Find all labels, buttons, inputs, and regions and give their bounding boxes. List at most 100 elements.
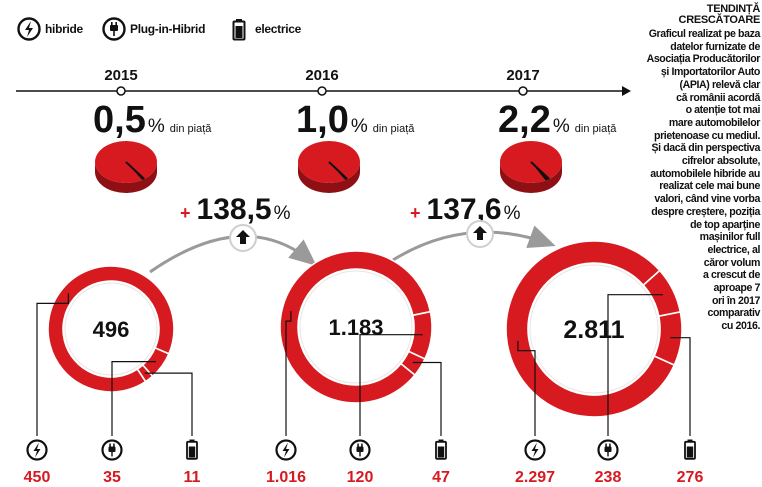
lightning-icon-bolt xyxy=(282,442,290,458)
sidebar-text-line: o atenție tot mai xyxy=(685,104,761,117)
plug-icon-cord xyxy=(607,452,609,457)
sidebar-text-line: realizat cele mai bune xyxy=(659,180,760,193)
legend-plugin: Plug-in-Hibrid xyxy=(101,14,205,44)
battery-icon xyxy=(232,19,246,41)
plug-icon xyxy=(102,17,126,41)
sidebar-text-line: căror volum xyxy=(703,256,761,269)
plug-icon-pin xyxy=(113,443,115,447)
sidebar-text-line: de top aparține xyxy=(690,218,760,231)
donut-segment xyxy=(279,250,432,404)
donut-segment xyxy=(47,265,175,393)
pie-slice-edge xyxy=(125,161,145,180)
pie-side xyxy=(298,162,360,193)
plug-icon-pin xyxy=(357,443,359,447)
battery-icon-charge xyxy=(686,446,694,458)
plug-icon-ring xyxy=(101,439,123,461)
pie-slice-edge xyxy=(530,161,550,180)
donut-center xyxy=(64,282,158,376)
sidebar-text-line: datelor furnizate de xyxy=(670,40,760,53)
battery-icon-case xyxy=(186,440,198,460)
market-share-label: 2,2% din piață xyxy=(498,99,617,141)
lightning-icon-ring xyxy=(275,439,297,461)
leader-line xyxy=(111,361,156,436)
sidebar-text-line: valori, când vine vorba xyxy=(654,193,760,206)
sidebar-text-line: (APIA) relevă clar xyxy=(679,78,760,91)
plug-icon-cord xyxy=(111,452,113,457)
battery-icon xyxy=(186,439,198,460)
sidebar-title-line: CRESCĂTOARE xyxy=(678,14,761,26)
year-label: 2017 xyxy=(506,67,539,84)
donut-total-label: 496 xyxy=(93,317,130,342)
plug-icon-pin xyxy=(109,443,111,447)
donut-center xyxy=(299,270,413,384)
legend-label-hybrid: hibride xyxy=(45,22,83,36)
sidebar-text-line: prietenoase cu mediul. xyxy=(654,129,760,142)
sidebar-text-line: și Importatorilor Auto xyxy=(660,66,761,79)
battery-icon-charge xyxy=(188,446,196,458)
breakdown-value: 11 xyxy=(184,469,201,486)
breakdown-value: 47 xyxy=(432,469,450,486)
breakdown-value: 450 xyxy=(24,469,51,486)
year-label: 2016 xyxy=(305,67,338,84)
legend-label-electric: electrice xyxy=(255,22,302,36)
battery-icon-case xyxy=(684,440,696,460)
sidebar-text-line: cu 2016. xyxy=(721,320,760,333)
pie-slice-edge xyxy=(328,161,348,180)
battery-icon-charge xyxy=(437,446,445,458)
leader-line xyxy=(517,340,536,436)
battery-icon-tip xyxy=(687,439,693,442)
plug-icon-pin xyxy=(609,443,611,447)
sidebar-text-line: electrice, al xyxy=(707,243,760,256)
leader-line xyxy=(36,293,69,436)
lightning-icon-ring xyxy=(26,439,48,461)
lightning-icon xyxy=(275,439,297,461)
breakdown-value: 276 xyxy=(677,469,704,486)
donut-total-label: 2.811 xyxy=(563,316,624,344)
breakdown-value: 35 xyxy=(103,469,121,486)
plug-icon-ring xyxy=(349,439,371,461)
sidebar-text-line: a crescut de xyxy=(702,269,760,282)
plug-icon-pin xyxy=(361,443,363,447)
donut-total-label: 1.183 xyxy=(328,315,383,340)
pie-side xyxy=(95,162,157,193)
plug-icon xyxy=(101,439,123,461)
battery-icon-tip xyxy=(438,439,444,442)
lightning-icon xyxy=(26,439,48,461)
lightning-icon-ring xyxy=(524,439,546,461)
leader-line xyxy=(607,294,663,436)
battery-icon-case xyxy=(435,440,447,460)
sidebar-text-line: Graficul realizat pe baza xyxy=(648,28,761,40)
timeline-dot xyxy=(116,86,126,96)
growth-label: +138,5% xyxy=(180,193,291,226)
sidebar-text-line: mare automobilelor xyxy=(668,116,761,129)
sidebar-text-line: mașinilor full xyxy=(699,231,761,244)
donut-segment xyxy=(399,350,427,377)
sidebar-text-line: ori în 2017 xyxy=(711,294,760,307)
sidebar-text-line: comparativ xyxy=(707,307,760,320)
battery-icon xyxy=(435,439,447,460)
plug-icon-body xyxy=(108,446,116,452)
donut-segment xyxy=(407,310,433,361)
plug-icon-body xyxy=(604,446,612,452)
plug-icon-pin xyxy=(605,443,607,447)
leader-line xyxy=(359,334,423,436)
sidebar-text-line: Asociația Producătorilor xyxy=(646,53,761,66)
sidebar-text-line: cifrelor absolute, xyxy=(681,155,761,168)
donut-segment xyxy=(505,240,676,418)
legend-label-plugin: Plug-in-Hibrid xyxy=(130,22,206,36)
timeline-arrowhead xyxy=(622,86,631,96)
plug-icon-body xyxy=(356,446,364,452)
lightning-icon-bolt xyxy=(33,442,41,458)
pie-side xyxy=(500,162,562,193)
legend-hybrid: hibride xyxy=(16,14,83,44)
donut-segment xyxy=(653,311,683,367)
leader-line xyxy=(412,361,442,436)
breakdown-value: 120 xyxy=(347,469,374,486)
plug-icon-ring xyxy=(597,439,619,461)
timeline-dot xyxy=(317,86,327,96)
sidebar-title-line: TENDINȚĂ xyxy=(706,3,761,15)
plug-icon xyxy=(349,439,371,461)
sidebar-text-line: despre creștere, poziția xyxy=(651,205,760,218)
up-arrow-glyph xyxy=(236,230,250,244)
